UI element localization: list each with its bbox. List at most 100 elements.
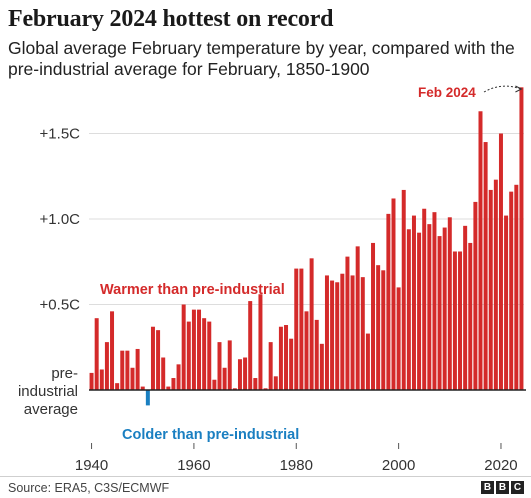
bar-1963: [207, 321, 212, 390]
bar-1944: [110, 311, 115, 390]
bar-1988: [335, 282, 340, 390]
bar-1998: [386, 213, 391, 390]
bar-2014: [468, 242, 473, 390]
y-tick-label: +1.5C: [40, 126, 81, 143]
bar-1954: [161, 357, 166, 390]
bar-1980: [294, 268, 299, 390]
y-tick-label: +1.0C: [40, 211, 81, 228]
bar-1953: [156, 330, 161, 390]
bar-1951: [145, 390, 150, 406]
x-tick-label: 1940: [75, 457, 108, 474]
bar-1952: [150, 326, 155, 390]
bar-1972: [253, 378, 258, 390]
bar-1978: [284, 325, 289, 390]
bar-1997: [381, 270, 386, 390]
bbc-logo-block: C: [511, 481, 524, 494]
bar-1967: [227, 340, 232, 390]
bar-2019: [493, 179, 498, 390]
x-tick-label: 1980: [280, 457, 313, 474]
bar-2020: [498, 133, 503, 390]
bar-1964: [212, 379, 217, 390]
warmer-annotation: Warmer than pre-industrial: [100, 282, 285, 298]
bar-2011: [452, 251, 457, 390]
bbc-logo: B B C: [481, 481, 524, 494]
x-tick-label: 2020: [484, 457, 517, 474]
bar-1965: [217, 342, 222, 390]
bar-1945: [115, 383, 120, 390]
bar-1982: [304, 311, 309, 390]
bar-1992: [355, 246, 360, 390]
bar-1986: [324, 275, 329, 390]
bbc-logo-block: B: [481, 481, 494, 494]
bar-1974: [263, 388, 268, 390]
bar-1989: [340, 273, 345, 390]
bar-1981: [299, 268, 304, 390]
bar-1968: [232, 388, 237, 390]
bar-2018: [488, 189, 493, 390]
bar-2008: [437, 236, 442, 390]
bar-1991: [350, 275, 355, 390]
bar-1956: [171, 378, 176, 390]
bar-1976: [273, 376, 278, 390]
bar-1948: [130, 367, 135, 390]
footer-divider: [0, 476, 531, 477]
bar-1940: [89, 372, 94, 390]
bar-2010: [447, 217, 452, 390]
chart-subtitle: Global average February temperature by y…: [8, 38, 515, 79]
bar-2009: [442, 227, 447, 390]
baseline-label: pre-: [51, 365, 78, 382]
bar-1957: [176, 364, 181, 390]
bar-1958: [181, 304, 186, 390]
bar-2005: [422, 208, 427, 390]
bar-2016: [478, 111, 483, 391]
bar-2002: [406, 229, 411, 390]
bar-2007: [432, 212, 437, 390]
bar-1971: [248, 301, 253, 390]
bar-1946: [120, 350, 125, 390]
bar-1983: [309, 258, 314, 390]
bar-2021: [504, 215, 509, 390]
bar-1949: [135, 348, 140, 390]
bar-2022: [509, 191, 514, 390]
bar-1995: [371, 242, 376, 390]
bar-1996: [376, 265, 381, 390]
bar-2017: [483, 142, 488, 390]
bar-1970: [243, 357, 248, 390]
bar-1966: [222, 367, 227, 390]
baseline-label: industrial: [18, 383, 78, 400]
bar-2003: [411, 215, 416, 390]
source-note: Source: ERA5, C3S/ECMWF: [8, 481, 170, 495]
y-tick-label: +0.5C: [40, 297, 81, 314]
latest-pointer-head: [515, 85, 523, 93]
bar-1950: [140, 386, 145, 390]
bar-1947: [125, 350, 130, 390]
bar-2012: [458, 251, 463, 390]
bar-1943: [104, 342, 109, 390]
bar-1942: [99, 369, 104, 390]
bar-2024: [519, 87, 524, 390]
bar-1999: [391, 198, 396, 390]
latest-pointer: [483, 85, 521, 93]
bar-1985: [319, 343, 324, 390]
bar-1979: [289, 338, 294, 390]
bar-2004: [417, 232, 422, 390]
bar-1969: [237, 359, 242, 390]
bar-1987: [330, 280, 335, 390]
bar-1960: [191, 309, 196, 390]
chart-title: February 2024 hottest on record: [8, 6, 334, 32]
x-tick-label: 2000: [382, 457, 415, 474]
colder-annotation: Colder than pre-industrial: [122, 427, 299, 443]
bar-1955: [166, 386, 171, 390]
bar-1994: [365, 333, 370, 390]
bar-1990: [345, 256, 350, 390]
bar-1977: [278, 326, 283, 390]
bar-2013: [463, 225, 468, 390]
bar-1975: [268, 342, 273, 390]
bar-1959: [186, 321, 191, 390]
baseline-label: average: [24, 401, 78, 418]
bar-1941: [94, 318, 99, 390]
bar-1961: [197, 309, 202, 390]
bar-1973: [258, 294, 263, 390]
bar-1962: [202, 318, 207, 390]
